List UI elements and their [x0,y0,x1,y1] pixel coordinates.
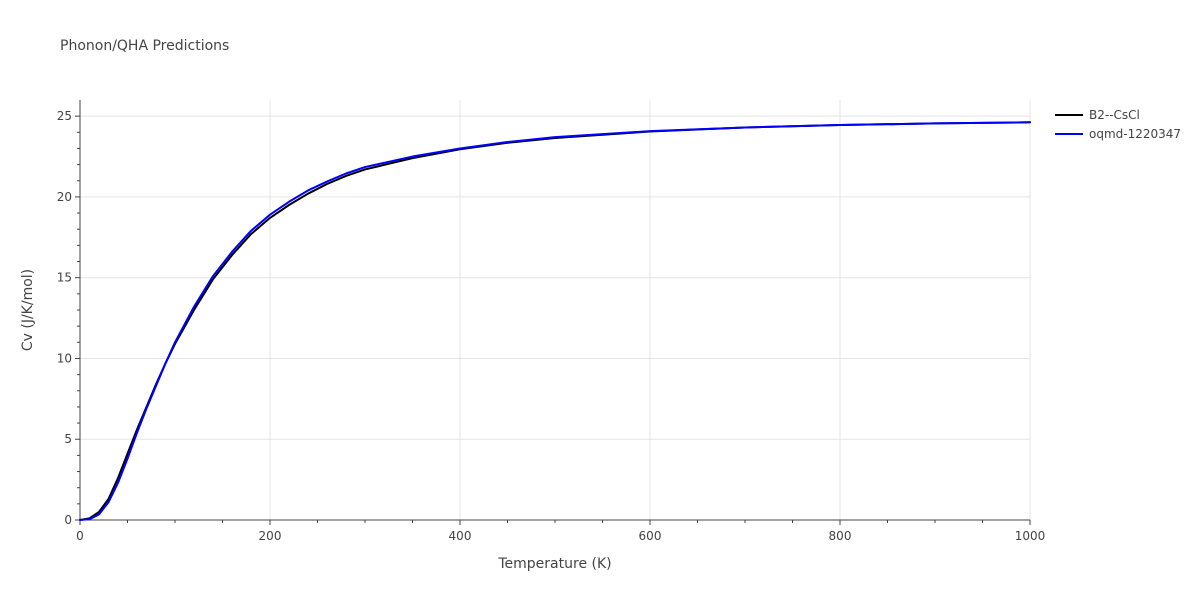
legend: B2--CsCl oqmd-1220347 [1055,108,1181,141]
y-tick-label: 5 [64,432,72,446]
legend-label: oqmd-1220347 [1089,127,1181,141]
series-group [79,121,1031,521]
chart-title: Phonon/QHA Predictions [60,38,229,54]
grid [80,100,1031,520]
x-tick-label: 800 [829,529,852,543]
x-tick-label: 0 [76,529,84,543]
series-line-B2--CsCl [79,121,1031,521]
x-tick-label: 200 [259,529,282,543]
x-tick-label: 1000 [1015,529,1046,543]
series-line-oqmd-1220347 [79,121,1031,521]
axes: 0 200 400 600 800 1000 0 5 10 15 20 25 [57,100,1046,543]
legend-label: B2--CsCl [1089,108,1140,122]
y-tick-label: 10 [57,351,72,365]
y-tick-label: 15 [57,271,72,285]
x-tick-label: 600 [639,529,662,543]
y-tick-label: 20 [57,190,72,204]
x-tick-label: 400 [449,529,472,543]
y-axis-title: Cv (J/K/mol) [20,269,36,351]
y-tick-label: 0 [64,513,72,527]
y-tick-label: 25 [57,109,72,123]
x-axis-title: Temperature (K) [497,556,611,572]
